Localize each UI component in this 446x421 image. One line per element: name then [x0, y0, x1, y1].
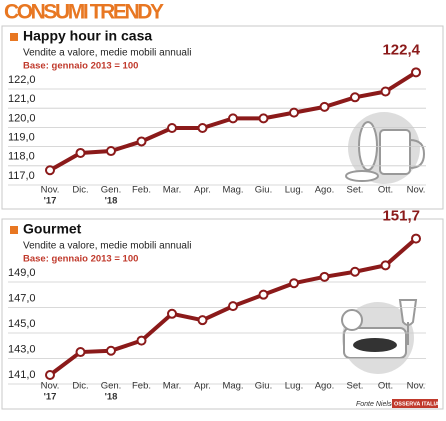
- chart-note: Base: gennaio 2013 = 100: [23, 254, 138, 265]
- x-tick-label: Mar.: [163, 185, 181, 196]
- point: [289, 107, 299, 118]
- beer-icon: [345, 112, 426, 184]
- x-tick-label: Set.: [347, 381, 364, 392]
- point: [106, 146, 116, 157]
- point: [319, 101, 330, 112]
- point: [167, 123, 177, 133]
- y-tick-label: 122,0: [8, 74, 36, 86]
- point: [167, 308, 177, 319]
- point: [411, 233, 421, 244]
- x-tick-label: Gen.: [101, 185, 122, 196]
- point: [45, 165, 55, 176]
- x-tick-label: Apr.: [194, 185, 211, 196]
- point: [228, 113, 238, 124]
- x-tick-label: Mag.: [222, 185, 243, 196]
- x-tick-label: Apr.: [194, 381, 211, 392]
- value-label: 122,4: [382, 41, 420, 58]
- y-tick-label: 119,0: [8, 132, 35, 144]
- y-tick-label: 147,0: [8, 292, 36, 304]
- y-tick-label: 149,0: [8, 267, 36, 279]
- point: [228, 301, 238, 312]
- x-tick-label: Dic.: [72, 185, 88, 196]
- x-tick-label: Ago.: [315, 381, 335, 392]
- point: [350, 266, 360, 277]
- x-sublabel: '17: [44, 392, 57, 403]
- panel: [1, 218, 444, 410]
- point: [197, 315, 208, 326]
- x-sublabel: '18: [105, 196, 118, 207]
- x-tick-label: Giu.: [255, 185, 272, 196]
- y-tick-label: 141,0: [8, 369, 36, 381]
- x-tick-label: Ago.: [315, 185, 335, 196]
- x-tick-label: Nov.: [407, 381, 426, 392]
- x-tick-label: Mag.: [222, 381, 243, 392]
- point: [197, 123, 208, 133]
- chart-note: Base: gennaio 2013 = 100: [23, 61, 138, 72]
- x-tick-label: Feb.: [132, 185, 151, 196]
- y-tick-label: 143,0: [8, 343, 36, 355]
- title-marker: [10, 226, 18, 234]
- x-tick-label: Dic.: [72, 381, 88, 392]
- x-tick-label: Nov.: [41, 185, 60, 196]
- point: [380, 260, 391, 271]
- x-tick-label: Nov.: [407, 185, 426, 196]
- y-tick-label: 145,0: [8, 318, 36, 330]
- chart-subtitle: Vendite a valore, medie mobili annuali: [23, 241, 191, 252]
- x-tick-label: Ott.: [378, 185, 393, 196]
- x-sublabel: '18: [105, 392, 118, 403]
- point: [136, 136, 147, 147]
- x-tick-label: Gen.: [101, 381, 122, 392]
- panel: [1, 25, 444, 210]
- point: [319, 271, 330, 282]
- x-sublabel: '17: [44, 196, 57, 207]
- x-tick-label: Feb.: [132, 381, 151, 392]
- x-tick-label: Lug.: [285, 381, 304, 392]
- point: [350, 92, 360, 103]
- point: [258, 289, 269, 300]
- point: [289, 278, 299, 289]
- x-tick-label: Mar.: [163, 381, 181, 392]
- page-title: CONSUMI TRENDY: [4, 1, 164, 24]
- point: [75, 347, 86, 358]
- point: [380, 86, 391, 97]
- point: [136, 335, 147, 346]
- title-marker: [10, 33, 18, 41]
- y-tick-label: 121,0: [8, 93, 36, 105]
- logo-box: [392, 399, 438, 408]
- x-tick-label: Ott.: [378, 381, 393, 392]
- source: Fonte Nielsen: [356, 401, 399, 408]
- value-label: 151,7: [382, 208, 420, 225]
- x-tick-label: Giu.: [255, 381, 272, 392]
- chart-title: Gourmet: [23, 221, 82, 237]
- y-tick-label: 117,0: [8, 170, 35, 182]
- y-tick-label: 118,0: [8, 151, 35, 163]
- y-tick-label: 120,0: [8, 112, 36, 124]
- point: [45, 370, 55, 380]
- point: [258, 113, 269, 124]
- x-tick-label: Set.: [347, 185, 364, 196]
- point: [75, 147, 86, 158]
- point: [106, 345, 116, 356]
- chart-title: Happy hour in casa: [23, 28, 152, 44]
- x-tick-label: Nov.: [41, 381, 60, 392]
- gourmet-icon: [341, 299, 418, 374]
- point: [411, 67, 421, 78]
- chart-subtitle: Vendite a valore, medie mobili annuali: [23, 48, 191, 59]
- logo: OSSERVA ITALIA: [394, 401, 439, 407]
- x-tick-label: Lug.: [285, 185, 304, 196]
